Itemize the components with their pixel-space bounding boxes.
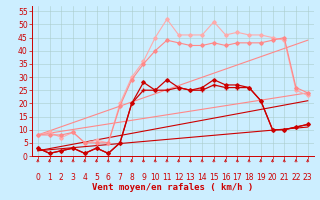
X-axis label: Vent moyen/en rafales ( km/h ): Vent moyen/en rafales ( km/h )	[92, 183, 253, 192]
